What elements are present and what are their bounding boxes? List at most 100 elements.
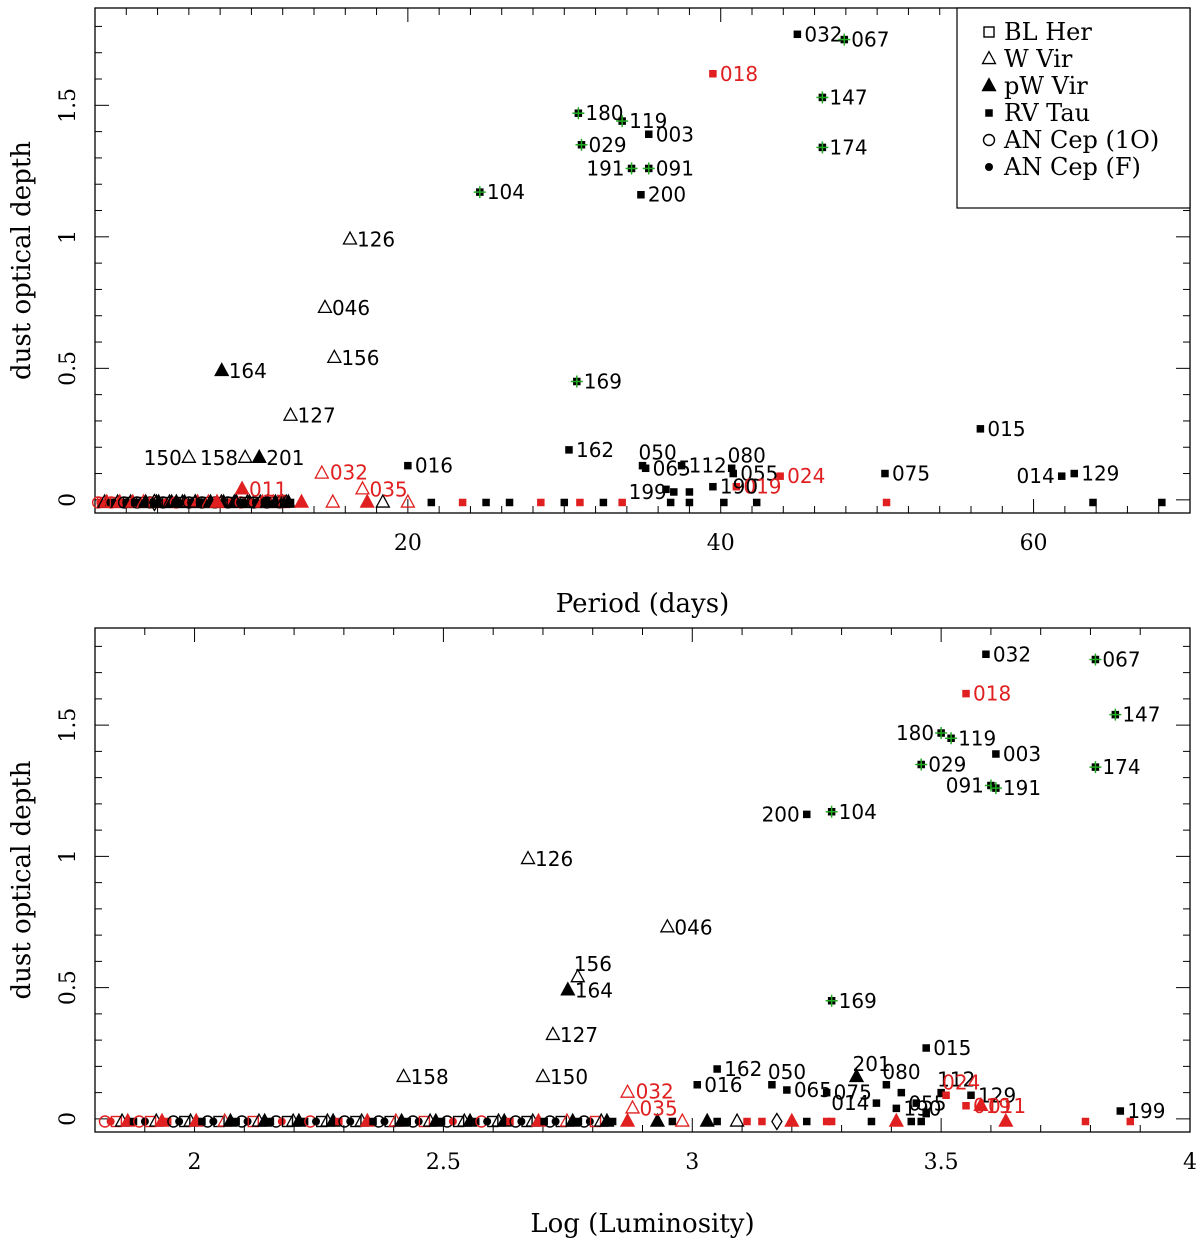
x-tick-label: 2.5	[426, 1150, 461, 1175]
cluster-marker	[247, 498, 256, 507]
top-panel-period-plot: 20 40 60 0 0.5 1 1.5 Period (days) dust optical …	[7, 7, 1191, 619]
baseline-marker	[209, 493, 225, 508]
legend-box	[956, 7, 1191, 209]
point-label: 200	[648, 183, 686, 207]
data-point	[922, 1109, 930, 1118]
point-label: 150	[144, 446, 182, 470]
baseline-marker	[771, 1112, 783, 1131]
data-point	[922, 1044, 930, 1052]
data-point	[872, 1099, 881, 1107]
point-label: 199	[1127, 1099, 1165, 1123]
data-point	[976, 425, 985, 433]
baseline-marker	[666, 498, 675, 507]
data-point	[342, 230, 358, 245]
point-label: 164	[229, 359, 267, 383]
cluster-marker	[106, 1117, 115, 1126]
baseline-marker	[275, 493, 291, 508]
data-point	[354, 480, 371, 495]
data-point	[214, 362, 230, 377]
y-tick-label: 1	[56, 230, 81, 244]
baseline-marker	[803, 1117, 811, 1126]
point-label: 200	[762, 802, 800, 826]
point-label: 050	[768, 1060, 806, 1084]
x-tick-label: 3.5	[924, 1150, 959, 1175]
point-label: 032	[330, 461, 368, 485]
point-label: 016	[415, 454, 453, 478]
point-label: 016	[704, 1073, 742, 1097]
data-point	[709, 482, 717, 491]
cluster-marker	[183, 498, 191, 507]
point-label: 035	[640, 1096, 678, 1120]
point-label: 075	[892, 462, 930, 486]
baseline-marker	[576, 498, 584, 507]
point-label: 011	[249, 477, 287, 501]
data-point	[768, 1081, 776, 1089]
point-label: 080	[882, 1060, 920, 1084]
point-label: 162	[576, 438, 614, 462]
baseline-marker	[752, 498, 761, 507]
point-label: 035	[369, 477, 407, 501]
plot-frame	[94, 627, 1191, 1133]
point-label: 127	[298, 404, 336, 428]
point-label: 067	[851, 28, 889, 52]
data-point	[1070, 469, 1078, 478]
baseline-marker	[1158, 498, 1166, 507]
cluster-marker	[234, 498, 243, 507]
baseline-marker	[537, 498, 545, 507]
cluster-marker	[380, 1117, 389, 1126]
data-point	[693, 1081, 701, 1089]
point-label: 104	[487, 180, 525, 204]
data-point	[641, 464, 650, 473]
point-label: 091	[656, 156, 694, 180]
data-point	[882, 1081, 891, 1089]
data-point	[992, 750, 1000, 758]
baseline-marker	[729, 1112, 745, 1127]
point-label: 029	[928, 753, 966, 777]
data-point	[314, 464, 330, 479]
point-label: 067	[1102, 648, 1140, 672]
point-label: 199	[629, 480, 667, 504]
baseline-marker	[293, 493, 310, 508]
data-point	[670, 488, 678, 496]
baseline-marker	[375, 493, 391, 508]
baseline-marker	[867, 1117, 876, 1126]
x-tick-label: 40	[707, 531, 735, 556]
baseline-marker	[827, 1117, 836, 1126]
y-tick-label: 1.5	[56, 88, 81, 123]
x-tick-label: 4	[1183, 1150, 1197, 1175]
data-point	[535, 1068, 551, 1083]
point-label: 201	[266, 446, 304, 470]
bottom-panel-luminosity-plot: 2 2.5 3 3.5 4 0 0.5 1 1.5 Log (Luminosity) dust op…	[7, 627, 1197, 1239]
cluster-marker	[209, 1117, 218, 1126]
baseline-marker	[1081, 1117, 1090, 1126]
data-point	[662, 485, 670, 494]
legend-entry: W Vir	[1004, 45, 1073, 73]
y-tick-label: 1	[56, 849, 81, 863]
point-label: 080	[728, 443, 766, 467]
data-point	[897, 1088, 906, 1097]
baseline-marker	[148, 493, 161, 512]
baseline-marker	[758, 1117, 766, 1126]
point-label: 112	[937, 1068, 975, 1092]
y-tick-label: 0.5	[56, 970, 81, 1005]
point-label: 055	[740, 462, 778, 486]
data-point	[317, 299, 333, 314]
baseline-marker	[743, 1117, 751, 1126]
point-label: 024	[787, 464, 825, 488]
data-point	[570, 968, 586, 983]
baseline-marker	[649, 1112, 666, 1127]
x-axis-title: Period (days)	[556, 589, 729, 619]
point-label: 046	[332, 296, 370, 320]
baseline-marker	[400, 493, 416, 508]
baseline-marker	[228, 493, 244, 508]
data-point	[822, 1088, 831, 1097]
baseline-marker	[1089, 498, 1097, 507]
cluster-marker	[551, 1117, 560, 1126]
data-point	[560, 981, 576, 996]
data-point	[881, 469, 889, 478]
point-label: 032	[993, 642, 1031, 666]
baseline-marker	[482, 498, 490, 507]
point-label: 201	[853, 1052, 891, 1076]
data-point	[962, 1102, 970, 1110]
